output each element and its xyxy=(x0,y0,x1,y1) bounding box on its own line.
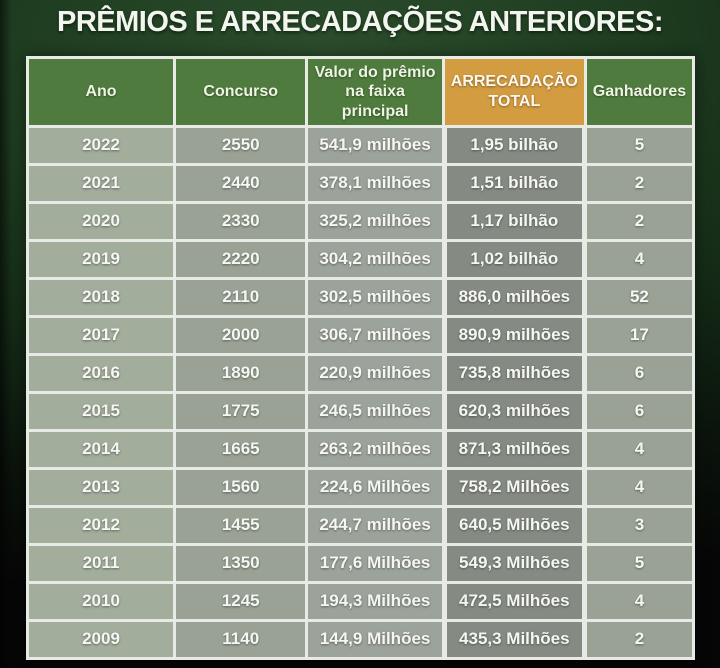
cell-arrecadacao: 620,3 milhões xyxy=(446,394,582,429)
cell-arrecadacao: 890,9 milhões xyxy=(446,318,582,353)
cell-concurso: 1140 xyxy=(176,622,306,657)
cell-valor: 194,3 Milhões xyxy=(308,584,442,619)
cell-arrecadacao: 640,5 Milhões xyxy=(446,508,582,543)
cell-ganhadores: 2 xyxy=(586,622,692,657)
cell-concurso: 2110 xyxy=(176,280,306,315)
cell-ganhadores: 6 xyxy=(586,356,692,391)
cell-ganhadores: 4 xyxy=(586,432,692,467)
cell-arrecadacao: 735,8 milhões xyxy=(446,356,582,391)
cell-ano: 2022 xyxy=(29,128,174,163)
cell-arrecadacao: 549,3 Milhões xyxy=(446,546,582,581)
cell-concurso: 1890 xyxy=(176,356,306,391)
cell-ganhadores: 2 xyxy=(586,166,692,201)
cell-valor: 541,9 milhões xyxy=(308,128,442,163)
cell-ano: 2020 xyxy=(29,204,174,239)
cell-concurso: 1775 xyxy=(176,394,306,429)
cell-ano: 2016 xyxy=(29,356,174,391)
cell-arrecadacao: 1,02 bilhão xyxy=(446,242,582,277)
cell-ano: 2014 xyxy=(29,432,174,467)
cell-concurso: 2330 xyxy=(176,204,306,239)
cell-ganhadores: 5 xyxy=(586,546,692,581)
column-header-valor: Valor do prêmio na faixa principal xyxy=(308,59,442,125)
cell-arrecadacao: 886,0 milhões xyxy=(446,280,582,315)
cell-arrecadacao: 472,5 Milhões xyxy=(446,584,582,619)
cell-ano: 2009 xyxy=(29,622,174,657)
cell-ano: 2015 xyxy=(29,394,174,429)
cell-concurso: 1455 xyxy=(176,508,306,543)
column-header-ganhadores: Ganhadores xyxy=(586,59,692,125)
cell-valor: 263,2 milhões xyxy=(308,432,442,467)
cell-valor: 306,7 milhões xyxy=(308,318,442,353)
cell-valor: 325,2 milhões xyxy=(308,204,442,239)
cell-ganhadores: 52 xyxy=(586,280,692,315)
cell-ano: 2012 xyxy=(29,508,174,543)
cell-valor: 378,1 milhões xyxy=(308,166,442,201)
prize-table: Ano Concurso Valor do prêmio na faixa pr… xyxy=(26,56,695,660)
cell-arrecadacao: 871,3 milhões xyxy=(446,432,582,467)
cell-valor: 144,9 Milhões xyxy=(308,622,442,657)
column-header-arrecadacao: ARRECADAÇÃO TOTAL xyxy=(444,59,584,125)
cell-ganhadores: 5 xyxy=(586,128,692,163)
cell-ganhadores: 2 xyxy=(586,204,692,239)
cell-ganhadores: 3 xyxy=(586,508,692,543)
cell-valor: 177,6 Milhões xyxy=(308,546,442,581)
cell-concurso: 2000 xyxy=(176,318,306,353)
cell-arrecadacao: 1,17 bilhão xyxy=(446,204,582,239)
cell-ano: 2019 xyxy=(29,242,174,277)
cell-ganhadores: 4 xyxy=(586,242,692,277)
column-header-ano: Ano xyxy=(29,59,174,125)
cell-ganhadores: 4 xyxy=(586,470,692,505)
cell-concurso: 2220 xyxy=(176,242,306,277)
cell-ganhadores: 17 xyxy=(586,318,692,353)
cell-valor: 304,2 milhões xyxy=(308,242,442,277)
cell-arrecadacao: 1,95 bilhão xyxy=(446,128,582,163)
cell-arrecadacao: 1,51 bilhão xyxy=(446,166,582,201)
cell-concurso: 1350 xyxy=(176,546,306,581)
cell-concurso: 2440 xyxy=(176,166,306,201)
cell-valor: 224,6 Milhões xyxy=(308,470,442,505)
cell-ano: 2013 xyxy=(29,470,174,505)
cell-ganhadores: 6 xyxy=(586,394,692,429)
cell-arrecadacao: 758,2 Milhões xyxy=(446,470,582,505)
cell-arrecadacao: 435,3 Milhões xyxy=(446,622,582,657)
cell-ano: 2021 xyxy=(29,166,174,201)
cell-concurso: 1560 xyxy=(176,470,306,505)
cell-ganhadores: 4 xyxy=(586,584,692,619)
column-header-concurso: Concurso xyxy=(176,59,306,125)
cell-ano: 2018 xyxy=(29,280,174,315)
cell-ano: 2017 xyxy=(29,318,174,353)
cell-valor: 246,5 milhões xyxy=(308,394,442,429)
cell-concurso: 2550 xyxy=(176,128,306,163)
cell-valor: 302,5 milhões xyxy=(308,280,442,315)
cell-concurso: 1245 xyxy=(176,584,306,619)
page-title: PRÊMIOS E ARRECADAÇÕES ANTERIORES: xyxy=(56,6,664,38)
cell-ano: 2011 xyxy=(29,546,174,581)
cell-ano: 2010 xyxy=(29,584,174,619)
cell-valor: 220,9 milhões xyxy=(308,356,442,391)
cell-valor: 244,7 milhões xyxy=(308,508,442,543)
cell-concurso: 1665 xyxy=(176,432,306,467)
